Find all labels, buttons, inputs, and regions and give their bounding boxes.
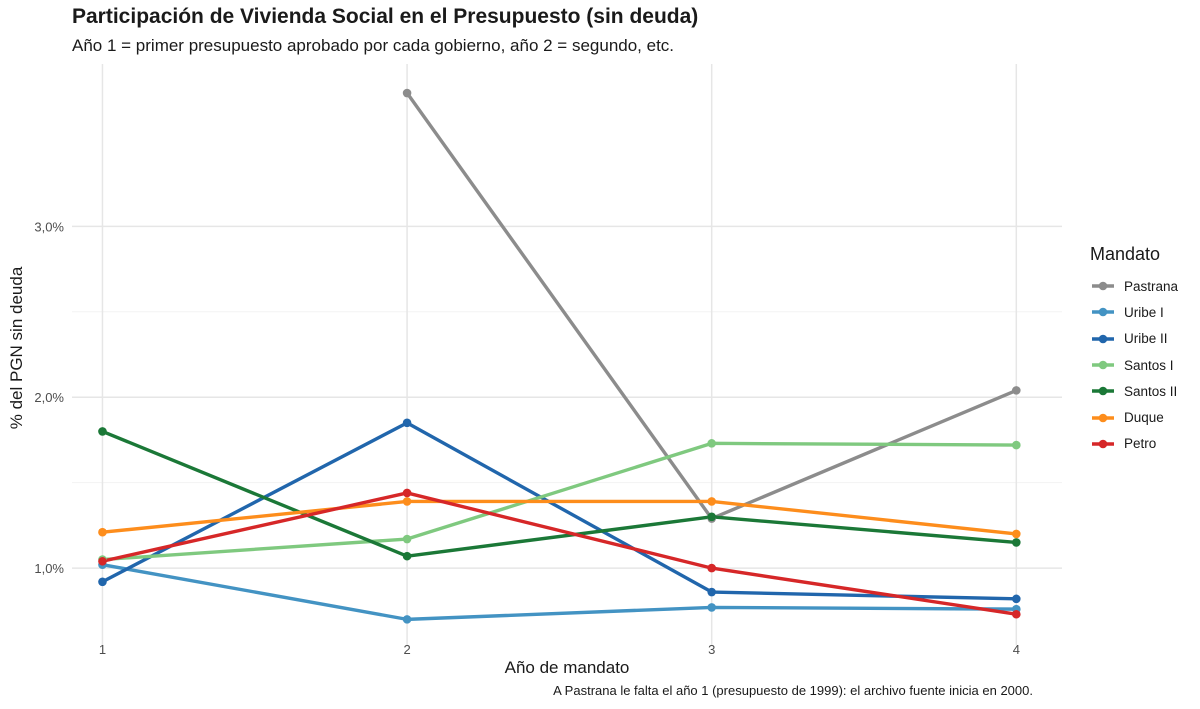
data-point-uribe-i xyxy=(707,603,716,612)
y-tick-labels: 1,0% 2,0% 3,0% xyxy=(34,219,64,576)
y-axis-label: % del PGN sin deuda xyxy=(7,266,26,429)
data-point-uribe-ii xyxy=(1012,594,1021,604)
legend: Mandato Pastrana Uribe I Uribe II Santos I S… xyxy=(1090,244,1178,457)
series-line-santos-i xyxy=(100,441,1019,562)
series-line-petro xyxy=(100,491,1019,616)
x-tick-label: 1 xyxy=(99,642,106,657)
data-point-duque xyxy=(402,497,412,506)
legend-items: Pastrana Uribe I Uribe II Santos I Santos II… xyxy=(1090,273,1178,457)
legend-key-santos-i xyxy=(1092,360,1114,370)
x-tick-labels: 1 2 3 4 xyxy=(99,642,1020,657)
legend-title: Mandato xyxy=(1090,244,1161,264)
legend-item-uribe-ii: Uribe II xyxy=(1090,326,1178,352)
data-point-petro xyxy=(98,556,107,566)
data-point-santos-ii xyxy=(707,512,716,522)
data-point-uribe-i xyxy=(402,615,412,624)
data-point-petro xyxy=(402,488,412,498)
legend-key-point xyxy=(1098,308,1108,317)
legend-item-duque: Duque xyxy=(1090,404,1178,430)
data-point-duque xyxy=(98,527,107,537)
legend-item-petro: Petro xyxy=(1090,431,1178,457)
legend-key-point xyxy=(1098,360,1108,370)
chart-subtitle: Año 1 = primer presupuesto aprobado por … xyxy=(72,36,675,55)
series-points xyxy=(98,88,1021,624)
legend-key-uribe-ii xyxy=(1092,334,1114,344)
legend-key-point xyxy=(1098,439,1108,449)
x-tick-label: 4 xyxy=(1013,642,1020,657)
data-point-petro xyxy=(707,563,716,573)
legend-label: Duque xyxy=(1124,410,1164,426)
chart-caption: A Pastrana le falta el año 1 (presupuest… xyxy=(553,683,1033,698)
legend-key-uribe-i xyxy=(1092,308,1114,317)
legend-item-uribe-i: Uribe I xyxy=(1090,299,1178,325)
legend-item-santos-i: Santos I xyxy=(1090,352,1178,378)
series-line-uribe-i xyxy=(100,562,1019,622)
data-point-santos-ii xyxy=(402,551,412,561)
data-point-uribe-ii xyxy=(402,418,412,428)
grid-lines xyxy=(72,64,1062,645)
x-tick-label: 2 xyxy=(403,642,410,657)
data-point-santos-i xyxy=(707,439,716,448)
legend-key-point xyxy=(1098,387,1108,396)
series-line-uribe-ii xyxy=(100,421,1019,601)
data-point-santos-ii xyxy=(1012,538,1021,547)
y-tick-label: 1,0% xyxy=(34,561,64,576)
data-point-duque xyxy=(707,497,716,506)
legend-label: Uribe I xyxy=(1124,304,1164,320)
data-point-duque xyxy=(1012,529,1021,539)
data-point-uribe-ii xyxy=(98,577,107,587)
data-point-santos-ii xyxy=(98,427,107,436)
legend-label: Petro xyxy=(1124,436,1157,452)
series-lines xyxy=(100,91,1019,622)
x-tick-label: 3 xyxy=(708,642,715,657)
chart-title: Participación de Vivienda Social en el P… xyxy=(72,5,699,28)
data-point-pastrana xyxy=(402,88,412,98)
legend-key-pastrana xyxy=(1092,281,1114,291)
y-tick-label: 3,0% xyxy=(34,219,64,234)
y-tick-label: 2,0% xyxy=(34,390,64,405)
data-point-pastrana xyxy=(1012,386,1021,395)
legend-item-pastrana: Pastrana xyxy=(1090,273,1178,299)
series-line-santos-ii xyxy=(100,429,1019,558)
legend-label: Uribe II xyxy=(1124,331,1168,347)
legend-item-santos-ii: Santos II xyxy=(1090,378,1178,404)
legend-key-point xyxy=(1098,281,1108,291)
data-point-uribe-ii xyxy=(707,587,716,597)
legend-label: Santos II xyxy=(1124,383,1178,399)
data-point-petro xyxy=(1012,609,1021,619)
legend-label: Pastrana xyxy=(1124,278,1179,294)
data-point-santos-i xyxy=(1012,440,1021,450)
legend-key-point xyxy=(1098,413,1108,422)
legend-key-petro xyxy=(1092,439,1114,449)
legend-key-santos-ii xyxy=(1092,387,1114,396)
series-line-duque xyxy=(100,499,1019,536)
legend-key-duque xyxy=(1092,413,1114,422)
legend-key-point xyxy=(1098,334,1108,344)
data-point-santos-i xyxy=(402,534,412,544)
legend-label: Santos I xyxy=(1124,357,1174,373)
x-axis-label: Año de mandato xyxy=(505,658,630,677)
